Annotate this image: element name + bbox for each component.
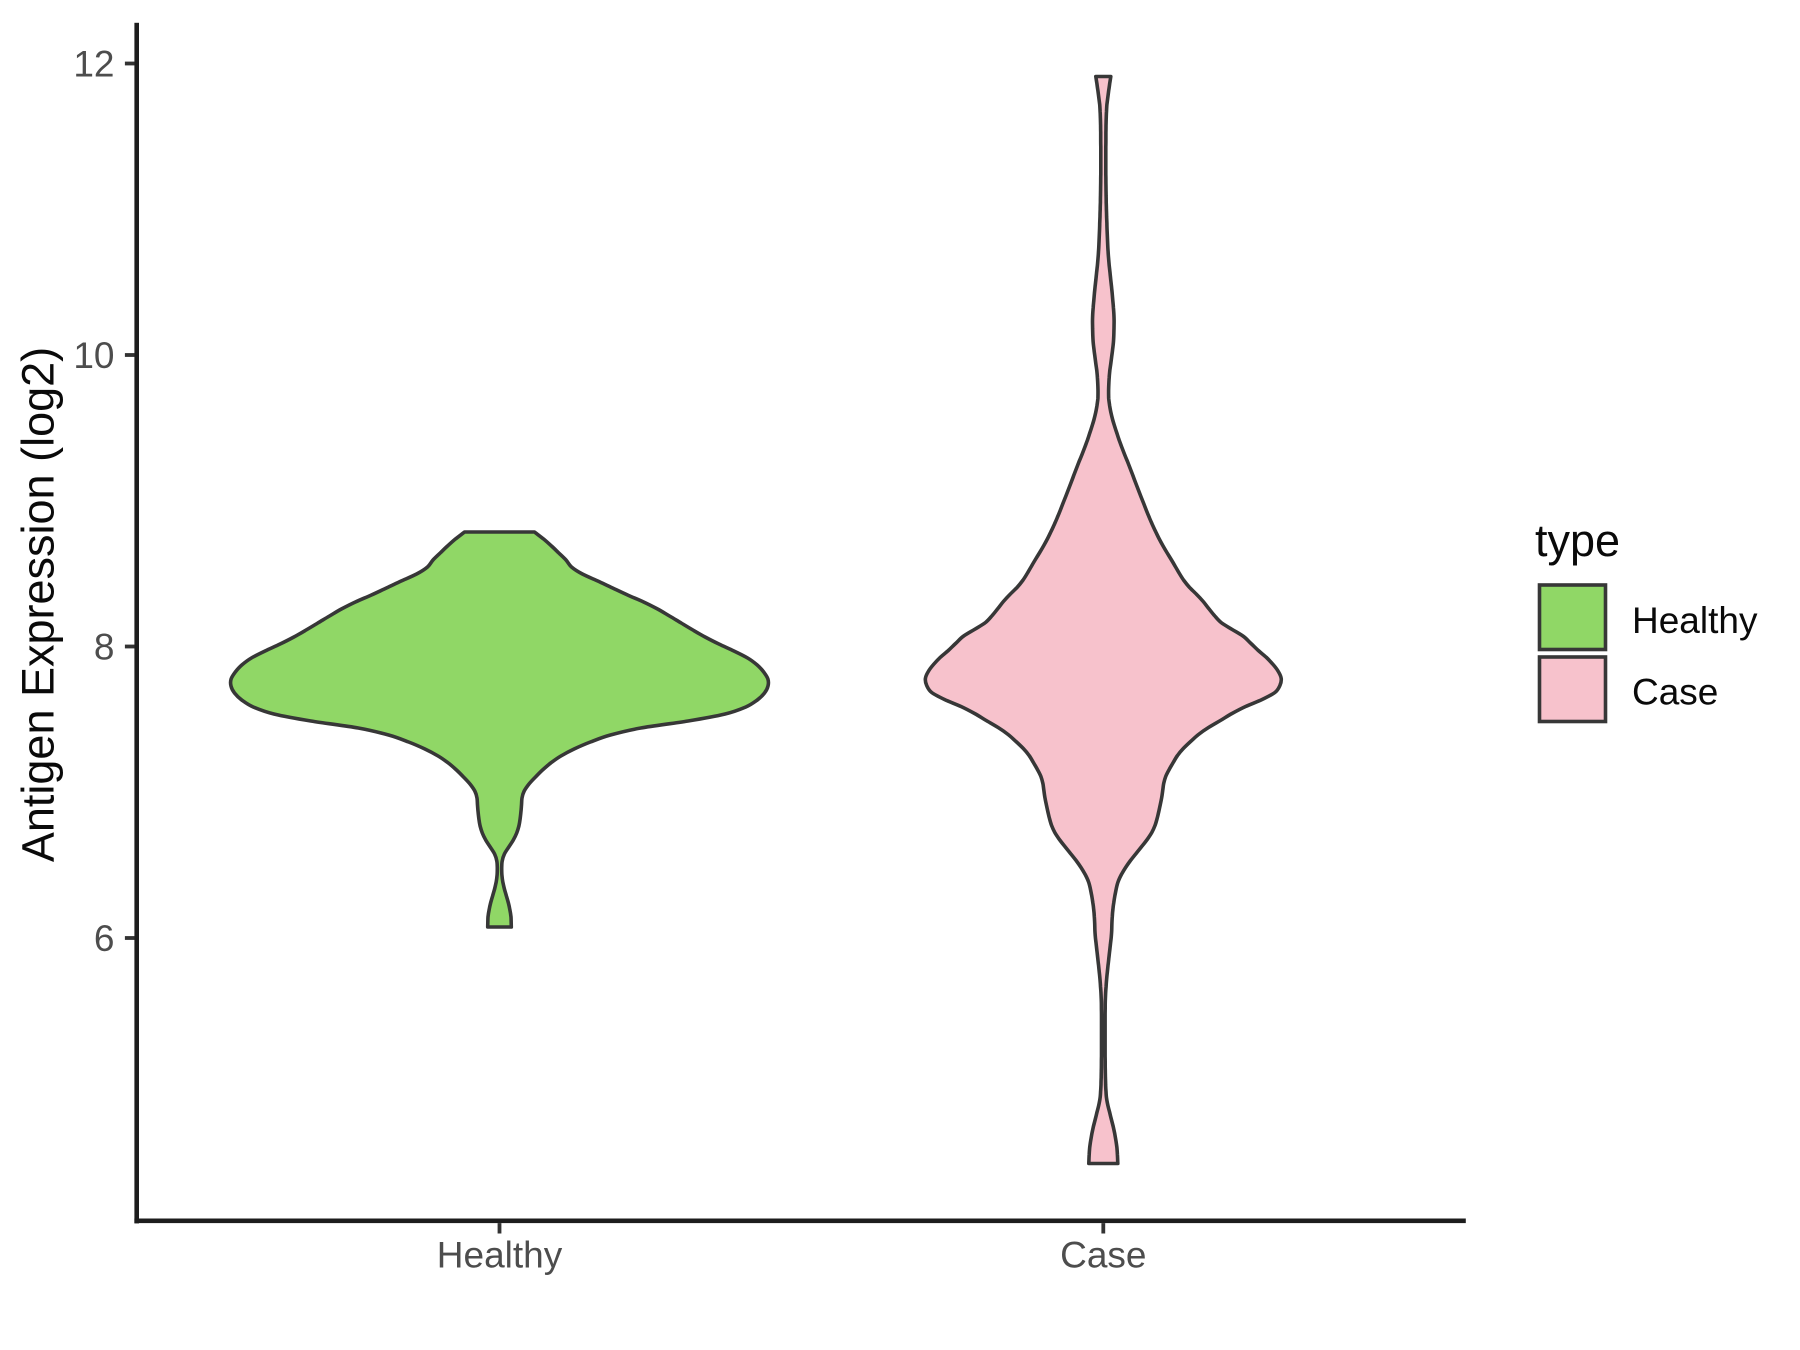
svg-text:12: 12 [73,43,114,84]
svg-text:8: 8 [94,626,115,667]
svg-text:Case: Case [1060,1235,1146,1276]
svg-text:Healthy: Healthy [1632,600,1758,641]
svg-text:6: 6 [94,918,115,959]
svg-text:Case: Case [1632,672,1718,713]
svg-text:Antigen Expression (log2): Antigen Expression (log2) [13,347,64,862]
svg-text:type: type [1535,515,1620,566]
svg-text:Healthy: Healthy [437,1235,563,1276]
svg-text:10: 10 [73,335,114,376]
